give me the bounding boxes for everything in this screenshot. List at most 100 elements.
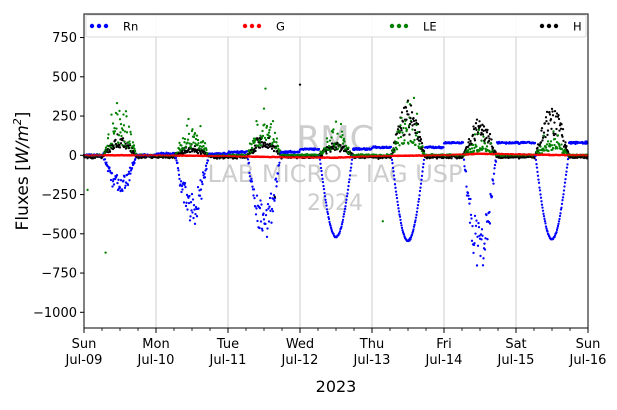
LE-point [381,220,384,223]
Rn-point [127,170,131,173]
Rn-point [393,178,396,181]
Rn-point [399,218,402,222]
LE-point [340,130,344,133]
LE-point [401,131,404,134]
Rn-point [538,186,541,189]
LE-point [129,130,132,134]
y-axis-title-sup: 2 [11,118,24,125]
LE-point [416,130,419,134]
Rn-point [176,161,179,165]
LE-point [274,146,278,150]
LE-point [114,111,118,115]
Rn-point [533,141,537,145]
LE-point [192,135,196,139]
LE-point [120,134,123,138]
LE-point [485,145,489,148]
LE-point [178,141,181,145]
H-point [551,114,555,117]
Rn-point [262,212,265,215]
H-point [549,118,553,121]
Rn-point [560,202,564,206]
Rn-point [124,184,127,187]
Rn-point [177,173,181,176]
x-tick-day: Wed [286,337,314,352]
Rn-point [417,197,421,201]
H-point [479,124,482,127]
Rn-point [396,203,400,207]
H-point [411,124,414,127]
Rn-point [543,220,547,223]
Rn-point [117,178,120,181]
H-point [548,113,552,116]
Rn-point [535,163,538,166]
H-point [544,116,548,119]
LE-point [332,128,335,131]
LE-point [489,142,493,145]
H-point [199,152,203,155]
LE-point [194,137,198,141]
LE-point [264,87,267,90]
LE-point [552,130,555,133]
Rn-point [473,242,476,245]
H-point [404,106,408,109]
LE-point [268,128,271,132]
Rn-point [395,193,398,196]
Rn-point [112,183,116,186]
Rn-point [390,158,394,161]
LE-point [472,149,476,152]
Rn-point [118,186,122,189]
LE-point [204,147,208,150]
H-point [325,152,328,155]
LE-point [556,134,560,137]
Rn-point [482,257,485,260]
H-point [400,111,404,114]
LE-point [192,141,195,144]
LE-point [551,146,555,150]
LE-point [195,134,199,137]
Rn-point [412,228,415,231]
H-point [273,195,276,199]
Rn-point [345,198,348,201]
Rn-point [188,194,191,198]
LE-point [477,132,480,135]
H-point [546,133,549,137]
H-point [298,83,302,86]
LE-point [396,141,400,145]
Rn-point [129,172,132,175]
H-point [400,129,403,132]
H-point [410,111,414,114]
H-point [188,150,192,154]
Rn-point [341,220,344,224]
Rn-point [419,182,423,185]
LE-point [400,116,403,120]
LE-point [347,146,350,149]
Rn-point [391,162,394,165]
Rn-point [563,181,567,184]
LE-point [544,146,548,149]
H-point [418,135,422,139]
H-point [467,141,470,144]
Rn-point [201,171,205,174]
Rn-point [264,222,267,226]
LE-point [255,120,258,123]
Rn-point [539,193,542,196]
H-point [114,138,117,142]
Rn-point [250,177,253,181]
LE-point [411,128,414,131]
Rn-point [485,213,488,217]
Rn-point [273,199,276,202]
Rn-point [270,221,273,224]
Rn-point [269,192,273,195]
H-point [407,113,410,116]
LE-point [180,144,183,147]
H-point [108,150,112,153]
H-point [419,137,423,141]
H-point [550,127,553,131]
LE-point [183,141,186,144]
LE-point [328,139,332,142]
H-point [472,125,475,128]
Rn-point [398,213,401,216]
LE-point [133,149,137,152]
Rn-point [108,166,111,169]
x-tick-day: Sun [72,337,97,352]
